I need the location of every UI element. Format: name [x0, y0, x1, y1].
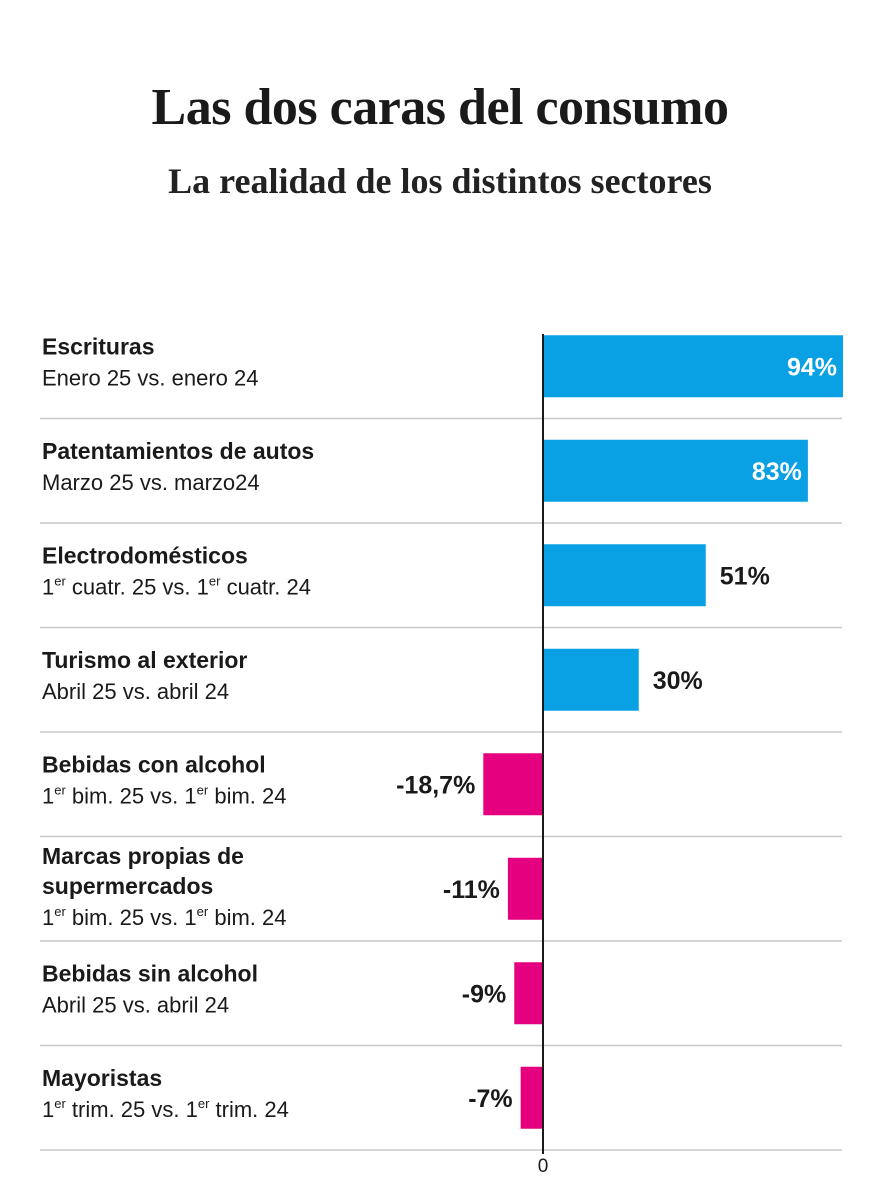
category-period: 1er trim. 25 vs. 1er trim. 24 [42, 1096, 289, 1122]
value-label: 83% [752, 458, 802, 486]
chart-title: Las dos caras del consumo [151, 79, 729, 136]
category-name: supermercados [42, 873, 213, 899]
bar [543, 439, 808, 502]
category-name: Escrituras [42, 333, 155, 359]
value-label: 30% [653, 667, 703, 695]
category-period: Abril 25 vs. abril 24 [42, 992, 229, 1017]
category-name: Patentamientos de autos [42, 438, 314, 464]
category-period: Abril 25 vs. abril 24 [42, 679, 229, 704]
bar [543, 335, 843, 398]
category-name: Marcas propias de [42, 843, 244, 869]
chart-subtitle: La realidad de los distintos sectores [168, 161, 712, 201]
category-period: 1er bim. 25 vs. 1er bim. 24 [42, 904, 286, 930]
bar [483, 753, 543, 816]
category-name: Bebidas sin alcohol [42, 960, 258, 986]
bar [543, 648, 639, 711]
category-period: Enero 25 vs. enero 24 [42, 365, 258, 390]
category-name: Mayoristas [42, 1065, 162, 1091]
value-label: -9% [462, 980, 506, 1008]
category-name: Turismo al exterior [42, 647, 247, 673]
category-name: Electrodomésticos [42, 542, 248, 568]
value-label: 51% [720, 562, 770, 590]
value-label: -7% [468, 1085, 512, 1113]
value-label: -18,7% [396, 771, 475, 799]
category-period: 1er cuatr. 25 vs. 1er cuatr. 24 [42, 573, 311, 599]
category-period: 1er bim. 25 vs. 1er bim. 24 [42, 782, 286, 808]
bar [520, 1066, 543, 1129]
value-label: 94% [787, 353, 837, 381]
zero-tick-label: 0 [538, 1156, 549, 1177]
category-period: Marzo 25 vs. marzo24 [42, 470, 260, 495]
bar [507, 857, 543, 920]
bar [543, 544, 706, 607]
bar [514, 962, 543, 1025]
category-name: Bebidas con alcohol [42, 751, 266, 777]
value-label: -11% [443, 876, 500, 904]
